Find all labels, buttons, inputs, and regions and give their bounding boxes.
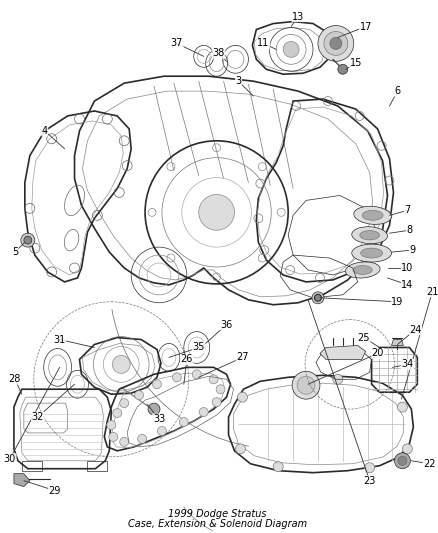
Text: 30: 30 xyxy=(4,454,16,464)
Text: 21: 21 xyxy=(426,287,438,297)
Ellipse shape xyxy=(361,248,382,258)
Circle shape xyxy=(297,376,315,394)
Text: 14: 14 xyxy=(401,280,413,290)
Circle shape xyxy=(273,462,283,472)
Circle shape xyxy=(152,380,162,389)
Circle shape xyxy=(314,294,321,301)
Circle shape xyxy=(109,432,118,441)
Polygon shape xyxy=(14,474,30,487)
Circle shape xyxy=(403,444,412,454)
Circle shape xyxy=(120,438,129,446)
Circle shape xyxy=(212,398,221,407)
Circle shape xyxy=(318,26,354,61)
Circle shape xyxy=(138,434,147,443)
Circle shape xyxy=(107,421,116,430)
Text: 37: 37 xyxy=(171,38,183,49)
Circle shape xyxy=(209,375,218,384)
Text: 11: 11 xyxy=(257,38,269,49)
Ellipse shape xyxy=(362,211,383,220)
Circle shape xyxy=(397,402,407,412)
Text: 19: 19 xyxy=(391,297,403,307)
Text: 31: 31 xyxy=(53,335,66,344)
Circle shape xyxy=(148,403,160,415)
Text: 32: 32 xyxy=(32,412,44,422)
Circle shape xyxy=(324,31,348,55)
Polygon shape xyxy=(392,340,403,345)
Circle shape xyxy=(338,64,348,74)
Text: 25: 25 xyxy=(357,333,370,343)
Ellipse shape xyxy=(360,231,379,240)
Text: 24: 24 xyxy=(409,325,421,335)
Text: 8: 8 xyxy=(406,225,413,235)
Text: 3: 3 xyxy=(235,76,241,86)
Ellipse shape xyxy=(345,262,380,278)
Text: 20: 20 xyxy=(371,349,384,359)
Circle shape xyxy=(312,292,324,304)
Text: 1999 Dodge Stratus: 1999 Dodge Stratus xyxy=(168,510,267,520)
Text: 13: 13 xyxy=(292,12,304,22)
Circle shape xyxy=(333,374,343,384)
Text: 34: 34 xyxy=(401,359,413,369)
Circle shape xyxy=(173,373,181,382)
Circle shape xyxy=(237,392,247,402)
Text: 27: 27 xyxy=(236,352,249,362)
Text: 5: 5 xyxy=(12,247,18,257)
Polygon shape xyxy=(320,345,366,359)
Text: 38: 38 xyxy=(212,49,225,58)
Circle shape xyxy=(192,370,201,379)
Text: 29: 29 xyxy=(49,486,61,496)
Circle shape xyxy=(216,385,225,394)
Text: 10: 10 xyxy=(401,263,413,273)
Circle shape xyxy=(395,453,410,469)
Text: 15: 15 xyxy=(350,58,362,68)
Text: 9: 9 xyxy=(409,245,415,255)
Text: 36: 36 xyxy=(220,320,233,329)
Text: 28: 28 xyxy=(9,374,21,384)
Circle shape xyxy=(179,417,188,426)
Ellipse shape xyxy=(354,206,392,224)
Text: 7: 7 xyxy=(404,205,410,215)
Text: 17: 17 xyxy=(360,21,372,31)
Text: 23: 23 xyxy=(364,475,376,486)
Text: 33: 33 xyxy=(153,414,165,424)
Text: 35: 35 xyxy=(193,343,205,352)
Text: 26: 26 xyxy=(180,354,193,365)
Text: 22: 22 xyxy=(423,459,435,469)
Text: Case, Extension & Solenoid Diagram: Case, Extension & Solenoid Diagram xyxy=(128,519,307,529)
Ellipse shape xyxy=(353,265,372,274)
Circle shape xyxy=(158,426,166,435)
Text: 6: 6 xyxy=(394,86,400,96)
Circle shape xyxy=(24,236,32,244)
Circle shape xyxy=(292,372,320,399)
Circle shape xyxy=(398,456,407,465)
Circle shape xyxy=(120,399,129,408)
Circle shape xyxy=(112,356,130,373)
Ellipse shape xyxy=(352,244,392,262)
Circle shape xyxy=(283,42,299,58)
Circle shape xyxy=(330,37,342,50)
Circle shape xyxy=(199,408,208,417)
Circle shape xyxy=(199,195,234,230)
Circle shape xyxy=(236,444,245,454)
Circle shape xyxy=(113,409,122,417)
Text: 4: 4 xyxy=(42,126,48,136)
Circle shape xyxy=(365,463,374,473)
Circle shape xyxy=(21,233,35,247)
Ellipse shape xyxy=(352,227,388,244)
Circle shape xyxy=(134,391,144,400)
